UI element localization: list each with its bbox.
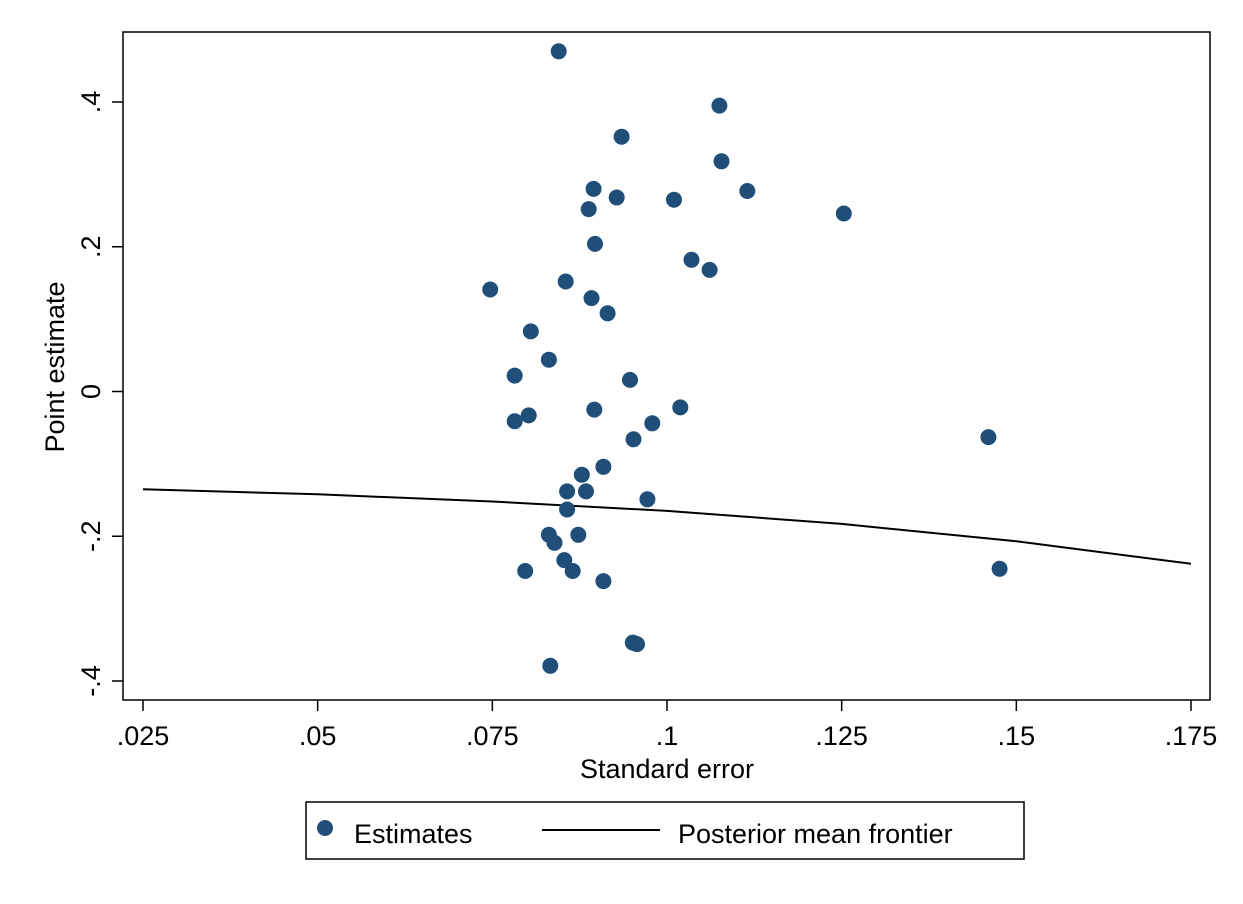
estimate-point: [701, 261, 718, 278]
x-tick-label: .075: [466, 721, 519, 751]
estimate-point: [520, 407, 537, 424]
legend-label-estimates: Estimates: [354, 819, 473, 849]
estimate-point: [835, 205, 852, 222]
estimate-point: [573, 466, 590, 483]
estimate-point: [506, 367, 523, 384]
estimate-point: [639, 491, 656, 508]
estimate-point: [570, 526, 587, 543]
estimate-point: [559, 483, 576, 500]
estimate-point: [517, 563, 534, 579]
estimate-point: [482, 281, 499, 298]
estimate-point: [625, 431, 642, 448]
estimate-point: [578, 483, 594, 500]
y-tick-label: 0: [76, 384, 106, 399]
y-tick-label: .2: [76, 235, 106, 258]
frontier-line: [142, 488, 1192, 565]
legend: Estimates Posterior mean frontier: [305, 801, 1025, 860]
estimate-point: [666, 191, 682, 208]
estimate-point: [711, 97, 728, 114]
y-axis: -.4 -.2 0 .2 .4: [76, 91, 123, 697]
estimate-point: [586, 401, 603, 418]
estimate-point: [980, 429, 997, 446]
legend-marker-estimates: [317, 820, 333, 836]
x-tick-label: .125: [815, 721, 868, 751]
x-axis: .025 .05 .075 .1 .125 .15 .175: [117, 700, 1218, 751]
estimate-point: [683, 251, 700, 268]
estimates-layer: [482, 43, 1008, 674]
estimate-point: [506, 413, 523, 430]
estimate-point: [556, 552, 573, 569]
estimate-point: [613, 128, 630, 145]
estimate-point: [550, 43, 567, 60]
legend-box: [305, 801, 1025, 860]
y-tick-label: .4: [76, 91, 106, 114]
estimate-point: [713, 153, 730, 170]
estimate-point: [583, 290, 600, 307]
estimate-point: [991, 560, 1008, 577]
estimate-point: [595, 573, 612, 590]
estimate-point: [557, 273, 574, 290]
plot-frame: [122, 31, 1211, 701]
y-tick-label: -.2: [76, 520, 106, 552]
estimate-point: [599, 305, 616, 322]
x-tick-label: .05: [299, 721, 337, 751]
frontier-layer: [142, 488, 1192, 565]
estimate-point: [564, 563, 581, 579]
estimate-point: [546, 534, 563, 551]
estimate-point: [522, 323, 539, 340]
y-tick-label: -.4: [76, 665, 106, 697]
x-tick-label: .15: [998, 721, 1036, 751]
x-tick-label: .175: [1165, 721, 1218, 751]
y-axis-title: Point estimate: [40, 281, 70, 452]
estimate-point: [585, 180, 602, 197]
x-tick-label: .1: [656, 721, 679, 751]
estimate-point: [580, 201, 597, 218]
estimate-point: [587, 235, 603, 252]
estimate-point: [542, 657, 559, 674]
estimate-point: [739, 183, 756, 199]
estimate-point: [622, 371, 638, 388]
estimate-point: [559, 501, 576, 518]
estimate-point: [629, 636, 645, 653]
estimate-point: [608, 189, 625, 206]
estimate-point: [672, 399, 689, 416]
x-axis-title: Standard error: [580, 754, 754, 784]
estimate-point: [540, 351, 557, 368]
x-tick-label: .025: [117, 721, 170, 751]
legend-label-frontier: Posterior mean frontier: [678, 819, 953, 849]
estimate-point: [595, 458, 612, 475]
estimate-point: [644, 415, 661, 432]
